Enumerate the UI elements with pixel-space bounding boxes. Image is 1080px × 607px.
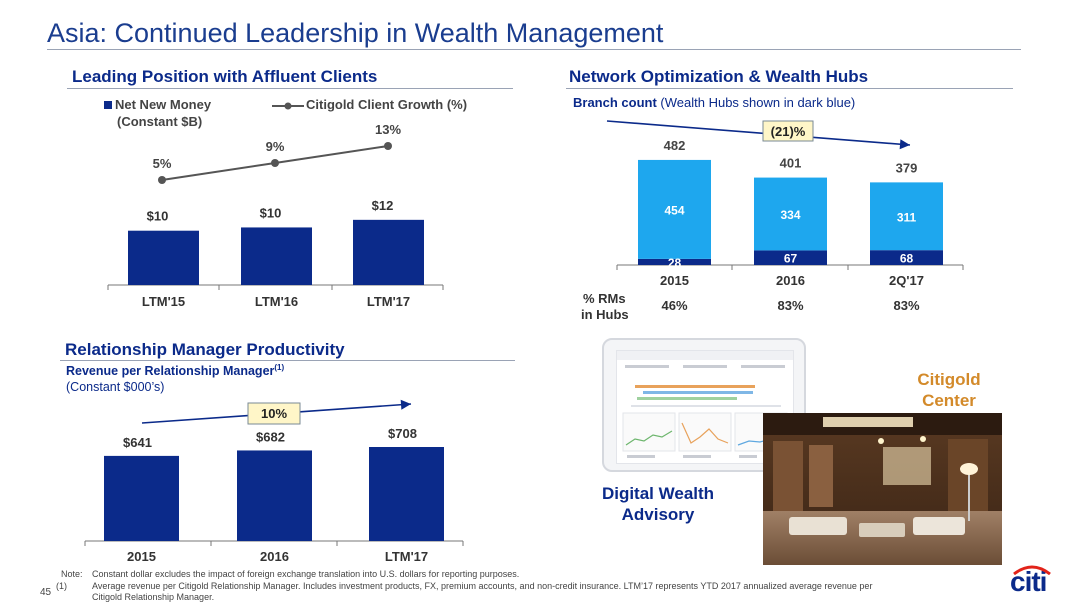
citi-arc-icon	[1013, 565, 1051, 575]
footnote-label: (1)	[56, 581, 67, 591]
rm-trend-arrow-head	[400, 399, 411, 410]
revenue-per-rm-bar	[104, 455, 179, 541]
wealth-hub-bar	[754, 250, 827, 265]
legend-client-growth-label: Citigold Client Growth (%)	[306, 97, 468, 112]
footnote-text-line1: Average revenue per Citigold Relationshi…	[92, 581, 873, 591]
rm-subtitle-text: Revenue per Relationship Manager	[66, 364, 275, 379]
category-label: 2016	[776, 273, 805, 288]
citigold-center-label: Citigold Center	[905, 369, 993, 411]
network-trend-arrow-line	[606, 120, 911, 146]
network-change-callout	[762, 120, 814, 142]
revenue-per-rm-bar	[369, 447, 444, 541]
branch-value: 311	[897, 210, 917, 224]
citigold-center-label-line1: Citigold	[917, 370, 981, 389]
branch-total: 379	[896, 160, 918, 175]
wealth-hub-bar	[870, 250, 943, 265]
net-new-money-label: $10	[147, 209, 169, 224]
category-label: LTM'17	[367, 294, 410, 309]
legend-net-new-money-label: Net New Money	[115, 97, 212, 112]
network-change-label: (21)%	[771, 124, 806, 139]
rms-label-line1: % RMs	[583, 291, 626, 306]
category-label: 2015	[127, 549, 156, 564]
branch-bar	[870, 182, 943, 251]
rm-change-label: 10%	[261, 406, 287, 421]
page-number: 45	[40, 587, 52, 598]
client-growth-point	[384, 142, 392, 150]
legend-line-marker-icon	[272, 102, 304, 110]
footnote-text-line2: Citigold Relationship Manager.	[92, 592, 215, 602]
note-label: Note:	[61, 569, 83, 579]
wealth-hub-bar	[638, 258, 711, 265]
rm-section-title: Relationship Manager Productivity	[65, 340, 345, 359]
category-label: LTM'17	[385, 549, 428, 564]
client-growth-label: 9%	[266, 139, 285, 154]
revenue-per-rm-bar	[237, 450, 312, 541]
client-growth-point	[158, 176, 166, 184]
network-subtitle-rest: (Wealth Hubs shown in dark blue)	[656, 95, 856, 110]
net-new-money-bar	[241, 227, 312, 285]
citigold-center-photo	[763, 413, 1002, 565]
revenue-per-rm-label: $641	[123, 435, 152, 450]
rms-in-hubs-value: 46%	[661, 298, 687, 313]
client-growth-label: 5%	[153, 156, 172, 171]
category-label: LTM'15	[142, 294, 185, 309]
rm-change-callout	[247, 402, 301, 425]
revenue-per-rm-label: $682	[256, 429, 285, 444]
category-label: 2015	[660, 273, 689, 288]
tablet-screen	[616, 350, 794, 464]
category-label: 2016	[260, 549, 289, 564]
rms-in-hubs-value: 83%	[777, 298, 803, 313]
legend-client-growth: Citigold Client Growth (%)	[272, 97, 467, 112]
digital-advisory-tablet-image	[602, 338, 806, 472]
title-divider	[47, 49, 1021, 50]
revenue-per-rm-label: $708	[388, 426, 417, 441]
network-subtitle: Branch count (Wealth Hubs shown in dark …	[573, 95, 855, 110]
affluent-title-divider	[67, 88, 513, 89]
rm-title-divider	[60, 360, 515, 361]
branch-bar	[754, 177, 827, 251]
network-trend-arrow-head	[899, 139, 910, 150]
category-label: LTM'16	[255, 294, 298, 309]
digital-advisory-label: Digital Wealth Advisory	[598, 483, 718, 525]
digital-advisory-label-line1: Digital Wealth	[601, 484, 715, 503]
lounge-interior-icon	[763, 413, 1002, 565]
branch-bar	[638, 159, 711, 259]
rms-label-line2: in Hubs	[581, 307, 629, 322]
network-section-title: Network Optimization & Wealth Hubs	[569, 67, 869, 86]
rm-subtitle-footnote-ref: (1)	[274, 363, 285, 372]
rm-subtitle-units: (Constant $000’s)	[66, 380, 165, 394]
net-new-money-bar	[353, 219, 424, 285]
branch-total: 401	[780, 156, 802, 171]
note-text: Constant dollar excludes the impact of f…	[92, 569, 520, 579]
wealth-hub-value: 68	[900, 252, 914, 266]
rm-subtitle: Revenue per Relationship Manager(1)	[66, 363, 284, 378]
network-title-divider	[566, 88, 1013, 89]
affluent-section-title: Leading Position with Affluent Clients	[72, 67, 378, 86]
digital-advisory-label-line2: Advisory	[621, 505, 695, 524]
net-new-money-label: $12	[372, 198, 394, 213]
legend-net-new-money: Net New Money	[104, 97, 211, 112]
net-new-money-label: $10	[260, 205, 282, 220]
page-title: Asia: Continued Leadership in Wealth Man…	[47, 18, 664, 48]
citigold-center-label-line2: Center	[922, 391, 976, 410]
client-growth-point	[271, 159, 279, 167]
rms-in-hubs-value: 83%	[893, 298, 919, 313]
legend-square-icon	[104, 101, 112, 109]
net-new-money-bar	[128, 230, 199, 285]
branch-total: 482	[664, 138, 686, 153]
client-growth-label: 13%	[375, 122, 401, 137]
branch-value: 454	[664, 203, 684, 217]
wealth-hub-value: 67	[784, 252, 798, 266]
category-label: 2Q'17	[889, 273, 924, 288]
citi-logo: citi	[1010, 565, 1051, 598]
network-subtitle-bold: Branch count	[573, 95, 657, 110]
legend-constant-label: (Constant $B)	[117, 114, 203, 129]
branch-value: 334	[780, 208, 800, 222]
wealth-hub-value: 28	[668, 256, 682, 270]
